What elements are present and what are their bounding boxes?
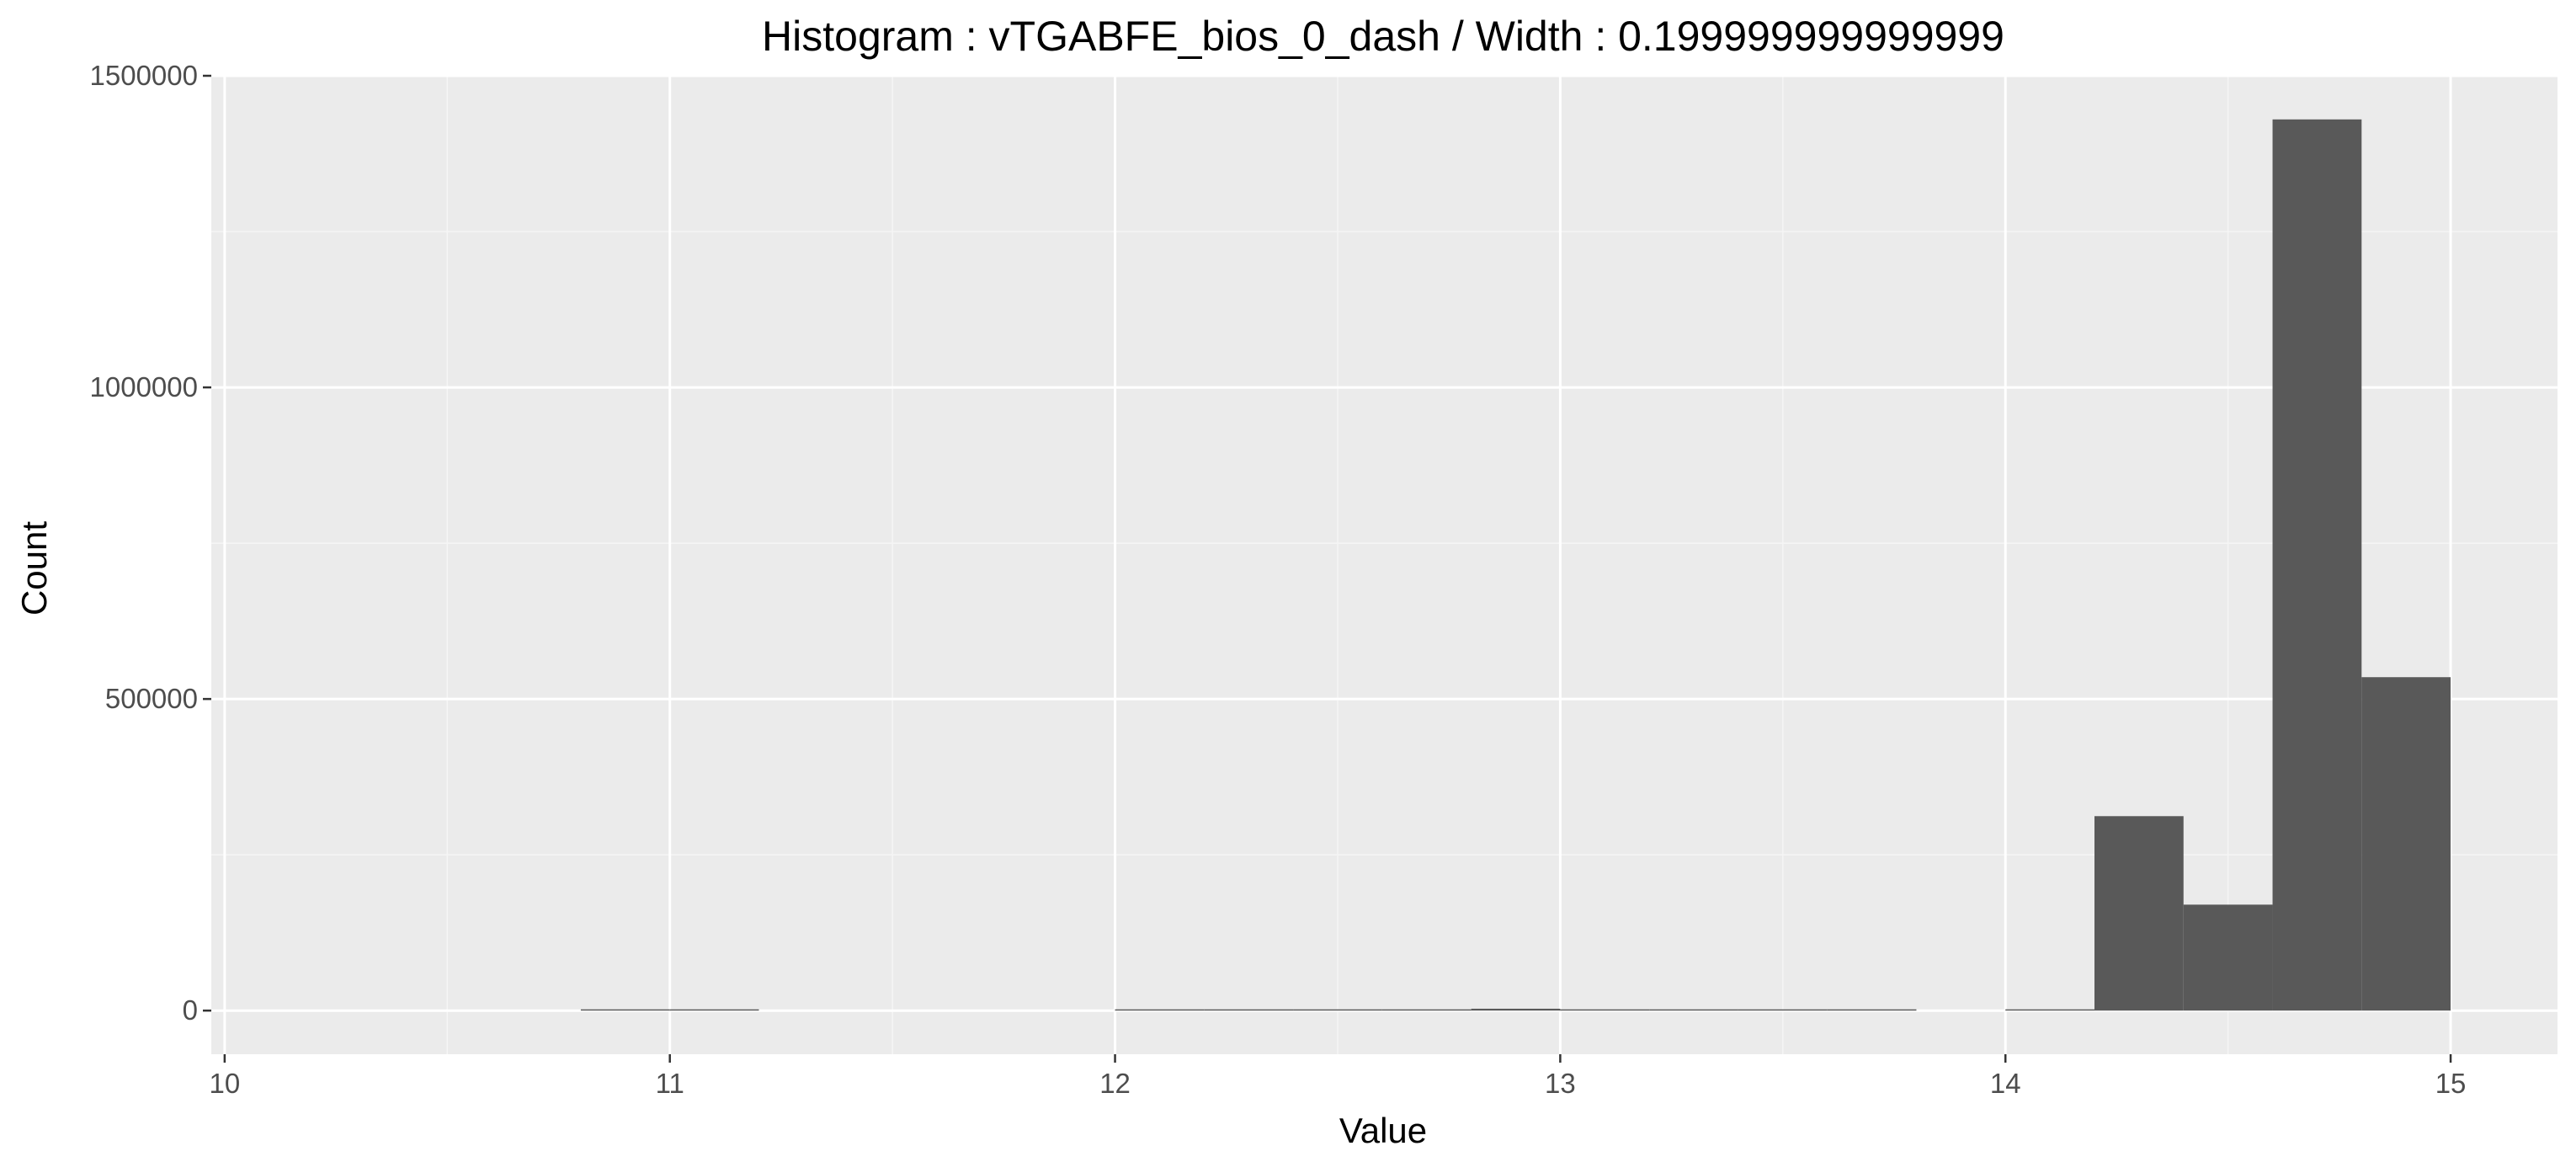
x-tick-label: 14 [1990,1068,2021,1099]
histogram-bar [1738,1009,1828,1011]
histogram-bar [1560,1009,1650,1011]
histogram-bar [580,1009,670,1011]
histogram-bar [2272,119,2362,1011]
y-axis-label: Count [14,521,54,616]
y-axis-ticks: 0 500000 1000000 1500000 [90,60,211,1026]
x-axis-ticks: 10 11 12 13 14 15 [210,1054,2467,1099]
histogram-bar [1293,1009,1382,1011]
histogram-bars [580,119,2451,1011]
x-axis-label: Value [1339,1111,1427,1150]
histogram-bar [2094,816,2184,1011]
chart-title: Histogram : vTGABFE_bios_0_dash / Width … [762,13,2004,60]
histogram-bar [1381,1009,1472,1011]
histogram-bar [1649,1009,1738,1011]
y-tick-label: 0 [183,994,198,1026]
y-tick-label: 500000 [105,683,198,714]
x-tick-label: 12 [1099,1068,1131,1099]
histogram-bar [2005,1009,2095,1011]
x-tick-label: 10 [210,1068,241,1099]
x-tick-label: 15 [2435,1068,2467,1099]
y-tick-label: 1000000 [90,371,198,402]
histogram-bar [669,1009,759,1011]
histogram-bar [2361,677,2451,1011]
histogram-bar [1827,1009,1917,1011]
histogram-bar [1204,1009,1294,1011]
histogram-bar [1115,1009,1205,1011]
histogram-bar [2183,904,2273,1011]
y-tick-label: 1500000 [90,60,198,91]
histogram-bar [1471,1008,1561,1011]
x-tick-label: 13 [1545,1068,1576,1099]
x-tick-label: 11 [656,1068,684,1099]
